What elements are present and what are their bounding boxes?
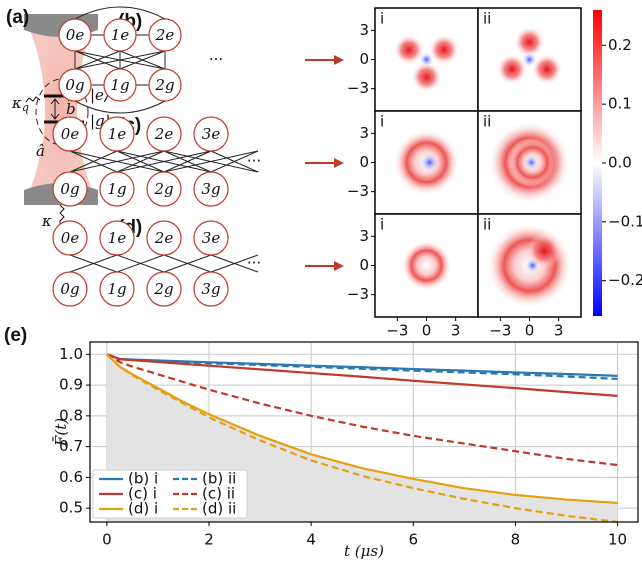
legend-label: (d) ii — [202, 500, 236, 518]
state-label: 2g — [153, 280, 173, 298]
y-tick-label: 3 — [359, 21, 369, 39]
colorbar-tick-label: 0.2 — [608, 36, 632, 54]
x-tick-label: 10 — [608, 531, 627, 549]
panel-tag: i — [380, 113, 384, 131]
y-tick-label: 0 — [359, 256, 369, 274]
state-label: 2e — [154, 229, 174, 247]
arrow-head — [334, 261, 344, 271]
wigner-feature — [522, 52, 538, 68]
wigner-feature — [419, 52, 435, 68]
state-label: 1g — [107, 180, 126, 198]
x-tick-label: 3 — [554, 322, 564, 340]
y-tick-label: 0 — [359, 153, 369, 171]
state-label: 0e — [66, 26, 85, 44]
y-tick-label: 0 — [359, 50, 369, 68]
y-tick-label: −3 — [347, 182, 369, 200]
y-tick-label: 0.6 — [59, 468, 83, 486]
wigner-feature — [401, 240, 452, 291]
x-tick-label: 3 — [451, 322, 461, 340]
ellipsis: ··· — [209, 51, 223, 69]
wigner-feature — [524, 155, 540, 171]
colorbar-tick-label: −0.2 — [608, 271, 642, 289]
y-tick-label: −3 — [347, 79, 369, 97]
state-label: 0g — [60, 280, 79, 298]
figure: κq |e⟩ |g⟩ b̂ â κ (a)(b)(c)(d)(e)0e1e2e0… — [0, 0, 642, 568]
ellipsis: ··· — [247, 254, 261, 272]
cavity-operator: â — [36, 142, 45, 160]
state-label: 3g — [201, 180, 220, 198]
kappa: κ — [41, 212, 52, 230]
ellipsis: ··· — [247, 152, 261, 170]
colorbar-tick-label: −0.1 — [608, 212, 642, 230]
arrow-head — [334, 55, 344, 65]
x-tick-label: 4 — [306, 531, 316, 549]
qubit-operator: b̂ — [66, 99, 76, 118]
y-axis-label: F̄(t) — [52, 418, 70, 447]
state-label: 3g — [201, 280, 220, 298]
y-tick-label: 0.9 — [59, 376, 83, 394]
subscript: q — [22, 101, 29, 114]
x-tick-label: 0 — [422, 322, 432, 340]
x-tick-label: 0 — [102, 531, 112, 549]
panel-tag: ii — [483, 216, 491, 234]
panel-label: (e) — [4, 325, 27, 346]
state-label: 2e — [155, 26, 175, 44]
symbol: κ — [11, 94, 22, 112]
panel-tag: i — [380, 216, 384, 234]
y-tick-label: 0.5 — [59, 499, 83, 517]
state-label: 1e — [108, 125, 127, 143]
y-tick-label: 3 — [359, 124, 369, 142]
state-label: 0g — [65, 76, 84, 94]
x-tick-label: −3 — [489, 322, 511, 340]
arrow-head — [334, 158, 344, 168]
colorbar-tick-label: 0.1 — [608, 95, 632, 113]
wigner-plot: i — [375, 111, 478, 214]
state-label: 1g — [110, 76, 129, 94]
state-label: 0e — [61, 229, 80, 247]
x-tick-label: 2 — [204, 531, 214, 549]
kappa-q: κq — [11, 94, 29, 114]
panel-tag: ii — [483, 10, 491, 28]
wigner-plot: i — [375, 8, 478, 111]
x-tick-label: 6 — [409, 531, 419, 549]
edge — [75, 101, 165, 113]
x-tick-label: 0 — [525, 322, 535, 340]
wigner-feature — [525, 258, 541, 274]
legend-label: (d) i — [128, 500, 158, 518]
wigner-plot: ii — [478, 214, 581, 317]
state-label: 1e — [108, 229, 127, 247]
x-axis-label: t (μs) — [344, 542, 384, 560]
state-label: 0g — [60, 180, 79, 198]
state-label: 1e — [111, 26, 130, 44]
x-tick-label: 8 — [511, 531, 521, 549]
state-label: 2g — [153, 180, 173, 198]
panel-tag: i — [380, 10, 384, 28]
panel-label: (a) — [6, 7, 29, 28]
x-tick-label: −3 — [386, 322, 408, 340]
state-label: 3e — [202, 125, 221, 143]
y-tick-label: 3 — [359, 227, 369, 245]
state-label: 2g — [154, 76, 174, 94]
panel-tag: ii — [483, 113, 491, 131]
state-label: 2e — [154, 125, 174, 143]
y-tick-label: 1.0 — [59, 345, 83, 363]
colorbar-tick-label: 0.0 — [608, 154, 632, 172]
wigner-plot: i — [375, 214, 478, 317]
y-tick-label: −3 — [347, 285, 369, 303]
wigner-plot: ii — [478, 111, 581, 214]
wigner-plot: ii — [478, 8, 581, 111]
state-label: 3e — [202, 229, 221, 247]
state-label: 1g — [107, 280, 126, 298]
colorbar — [593, 10, 602, 316]
state-label: 0e — [61, 125, 80, 143]
wigner-feature — [420, 153, 439, 172]
state-graph: 0e 1e 2e 3e 0g 1g 2g 3g ··· — [53, 221, 344, 306]
